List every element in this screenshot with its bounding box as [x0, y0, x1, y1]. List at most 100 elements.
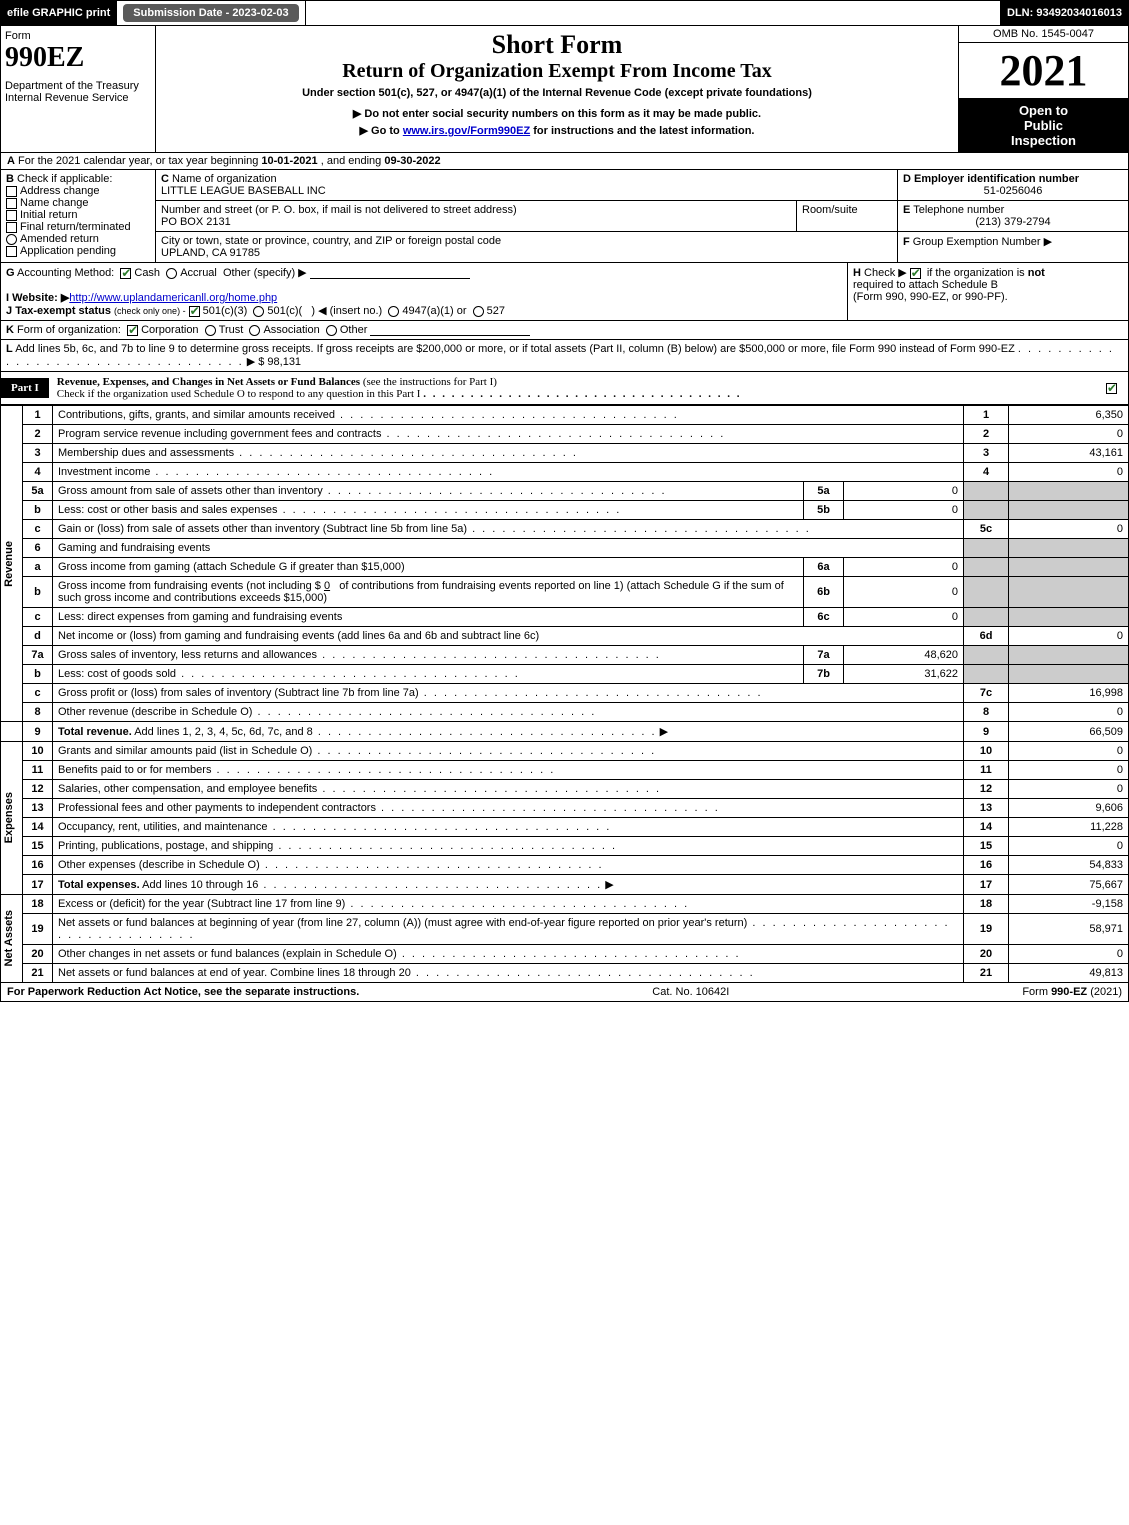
opt-address-change: Address change: [20, 185, 100, 197]
line-6b-row: b Gross income from fundraising events (…: [1, 577, 1129, 608]
part1-header: Part I Revenue, Expenses, and Changes in…: [0, 372, 1129, 405]
grey-6: [964, 539, 1009, 558]
section-h: H Check ▶ if the organization is not req…: [848, 263, 1128, 320]
checkbox-501c3[interactable]: [189, 306, 200, 317]
checkbox-name-change[interactable]: [6, 198, 17, 209]
line-6b-t1: Gross income from fundraising events (no…: [58, 580, 321, 592]
line-13-text: Professional fees and other payments to …: [58, 802, 376, 814]
line-12-val: 0: [1009, 780, 1129, 799]
radio-4947a1[interactable]: [388, 306, 399, 317]
checkbox-address-change[interactable]: [6, 186, 17, 197]
radio-association[interactable]: [249, 325, 260, 336]
checkbox-initial-return[interactable]: [6, 210, 17, 221]
line-14-lbl: 14: [964, 818, 1009, 837]
radio-accrual[interactable]: [166, 268, 177, 279]
line-9-num: 9: [23, 722, 53, 742]
grey-5a: [964, 482, 1009, 501]
line-18-num: 18: [23, 895, 53, 914]
line-1-lbl: 1: [964, 406, 1009, 425]
grey-6b: [964, 577, 1009, 608]
line-3-val: 43,161: [1009, 444, 1129, 463]
line-5c-num: c: [23, 520, 53, 539]
line-12-row: 12 Salaries, other compensation, and emp…: [1, 780, 1129, 799]
line-2-lbl: 2: [964, 425, 1009, 444]
section-a-pre: For the 2021 calendar year, or tax year …: [18, 155, 261, 167]
line-10-num: 10: [23, 742, 53, 761]
part1-tab: Part I: [1, 378, 49, 398]
opt-other-specify: Other (specify) ▶: [223, 267, 307, 279]
checkbox-cash[interactable]: [120, 268, 131, 279]
section-h-label: H: [853, 267, 861, 279]
line-15-num: 15: [23, 837, 53, 856]
line-17-text2: Add lines 10 through 16: [140, 879, 259, 891]
line-11-row: 11 Benefits paid to or for members 11 0: [1, 761, 1129, 780]
line-13-row: 13 Professional fees and other payments …: [1, 799, 1129, 818]
header-left: Form 990EZ Department of the Treasury In…: [1, 26, 156, 152]
entity-block: B Check if applicable: Address change Na…: [0, 170, 1129, 263]
line-6b-sn: 6b: [804, 577, 844, 608]
expenses-vlabel: Expenses: [1, 788, 17, 847]
line-17-val: 75,667: [1009, 875, 1129, 895]
line-3-num: 3: [23, 444, 53, 463]
opt-501c-pre: 501(c)(: [267, 305, 302, 317]
line-7a-sv: 48,620: [844, 646, 964, 665]
line-9-arrow: ▶: [660, 726, 668, 738]
line-19-val: 58,971: [1009, 914, 1129, 945]
part1-table: Revenue 1 Contributions, gifts, grants, …: [0, 405, 1129, 983]
dots-7c: [419, 687, 763, 699]
line-17-text: Total expenses.: [58, 879, 140, 891]
radio-amended-return[interactable]: [6, 234, 17, 245]
radio-501c[interactable]: [253, 306, 264, 317]
checkbox-not-required[interactable]: [910, 268, 921, 279]
line-21-num: 21: [23, 964, 53, 983]
line-1-num: 1: [23, 406, 53, 425]
checkbox-final-return[interactable]: [6, 222, 17, 233]
section-e-label: E: [903, 204, 910, 216]
line-19-lbl: 19: [964, 914, 1009, 945]
radio-trust[interactable]: [205, 325, 216, 336]
checkbox-corporation[interactable]: [127, 325, 138, 336]
other-specify-blank: [310, 267, 470, 279]
dots-17: [258, 879, 602, 891]
dots-4: [150, 466, 494, 478]
checkbox-application-pending[interactable]: [6, 246, 17, 257]
website-link[interactable]: http://www.uplandamericanll.org/home.php: [69, 292, 277, 304]
irs-link[interactable]: www.irs.gov/Form990EZ: [403, 125, 530, 137]
opt-amended-return: Amended return: [20, 233, 99, 245]
section-e-heading: Telephone number: [913, 204, 1004, 216]
footer-left: For Paperwork Reduction Act Notice, see …: [7, 986, 359, 998]
line-5c-val: 0: [1009, 520, 1129, 539]
line-8-lbl: 8: [964, 703, 1009, 722]
title-short-form: Short Form: [164, 30, 950, 60]
section-l: L Add lines 5b, 6c, and 7b to line 9 to …: [0, 340, 1129, 372]
checkbox-schedule-o[interactable]: [1106, 383, 1117, 394]
line-19-row: 19 Net assets or fund balances at beginn…: [1, 914, 1129, 945]
radio-527[interactable]: [473, 306, 484, 317]
line-11-lbl: 11: [964, 761, 1009, 780]
line-7a-sn: 7a: [804, 646, 844, 665]
line-6c-row: c Less: direct expenses from gaming and …: [1, 608, 1129, 627]
line-21-val: 49,813: [1009, 964, 1129, 983]
footer-right-post: (2021): [1087, 986, 1122, 998]
form-header: Form 990EZ Department of the Treasury In…: [0, 26, 1129, 153]
line-20-lbl: 20: [964, 945, 1009, 964]
line-15-row: 15 Printing, publications, postage, and …: [1, 837, 1129, 856]
line-5c-lbl: 5c: [964, 520, 1009, 539]
street-value: PO BOX 2131: [161, 216, 231, 228]
dots-20: [397, 948, 741, 960]
line-6c-sn: 6c: [804, 608, 844, 627]
city-value: UPLAND, CA 91785: [161, 247, 260, 259]
line-4-text: Investment income: [58, 466, 150, 478]
other-org-blank: [370, 324, 530, 336]
footer: For Paperwork Reduction Act Notice, see …: [0, 983, 1129, 1002]
line-10-val: 0: [1009, 742, 1129, 761]
line-1-text: Contributions, gifts, grants, and simila…: [58, 409, 335, 421]
line-14-val: 11,228: [1009, 818, 1129, 837]
section-j-text: Tax-exempt status: [15, 305, 111, 317]
form-number: 990EZ: [5, 42, 151, 74]
part1-title: Revenue, Expenses, and Changes in Net As…: [49, 372, 750, 404]
opt-final-return: Final return/terminated: [20, 221, 131, 233]
line-17-arrow: ▶: [605, 879, 613, 891]
opt-501c-post: ) ◀ (insert no.): [311, 305, 382, 317]
radio-other-org[interactable]: [326, 325, 337, 336]
